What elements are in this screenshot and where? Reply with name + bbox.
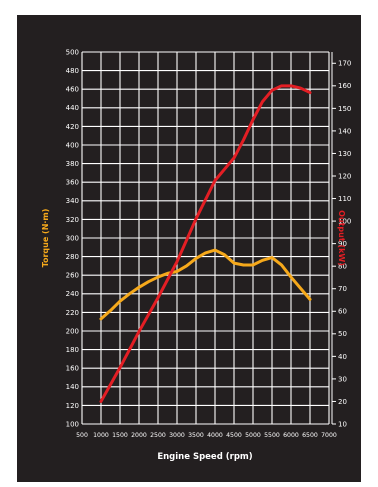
y-tick-label-left: 420: [66, 123, 79, 131]
x-tick-label: 2000: [131, 432, 147, 439]
y-axis-label-right: Output (kW): [337, 210, 346, 266]
y-tick-label-right: 150: [338, 105, 351, 113]
y-tick-label-left: 260: [66, 272, 79, 280]
y-tick-label-left: 180: [66, 346, 79, 354]
grid: [81, 51, 330, 425]
x-tick-label: 7000: [321, 432, 337, 439]
y-tick-label-right: 160: [338, 82, 351, 90]
y-tick-label-right: 90: [338, 240, 347, 248]
y-tick-label-right: 140: [338, 127, 351, 135]
y-tick-label-left: 280: [66, 253, 79, 261]
y-tick-label-right: 70: [338, 285, 347, 293]
y-tick-label-left: 340: [66, 197, 79, 205]
x-tick-label: 2500: [150, 432, 166, 439]
y-tick-label-right: 80: [338, 263, 347, 271]
y-tick-label-left: 240: [66, 290, 79, 298]
y-tick-label-left: 140: [66, 383, 79, 391]
y-tick-label-left: 300: [66, 234, 79, 242]
x-tick-label: 3000: [169, 432, 185, 439]
x-tick-label: 6500: [302, 432, 318, 439]
chart: 100 120 140 160 180 200 220 240 260 280 300 320 340 3…: [41, 48, 351, 462]
y-tick-label-right: 170: [338, 60, 351, 68]
y-tick-label-left: 500: [66, 48, 79, 56]
series-layer: [99, 84, 312, 403]
x-tick-label: 1000: [93, 432, 109, 439]
y-tick-label-right: 10: [338, 420, 347, 428]
x-tick-label: 5000: [245, 432, 261, 439]
y-tick-label-left: 100: [66, 420, 79, 428]
x-axis-ticks: 500 1000 1500 2000 2500 3000 3500 4000 4500 5000 5…: [76, 432, 337, 439]
y-tick-label-right: 40: [338, 353, 347, 361]
x-axis-label: Engine Speed (rpm): [157, 452, 252, 462]
chart-panel: 100 120 140 160 180 200 220 240 260 280 300 320 340 3…: [17, 15, 361, 482]
y-tick-label-left: 200: [66, 327, 79, 335]
y-tick-label-left: 120: [66, 402, 79, 410]
x-tick-label: 4000: [207, 432, 223, 439]
series-line-output: [99, 84, 312, 403]
y-tick-label-left: 460: [66, 86, 79, 94]
y-tick-label-right: 60: [338, 308, 347, 316]
x-tick-label: 500: [76, 432, 88, 439]
y-axis-label-left: Torque (N·m): [41, 209, 50, 268]
series-line-torque: [99, 248, 312, 321]
y-tick-label-left: 160: [66, 365, 79, 373]
x-tick-label: 1500: [112, 432, 128, 439]
y-tick-label-left: 220: [66, 309, 79, 317]
y-tick-label-right: 110: [338, 195, 351, 203]
right-axis: 10 20 30 40 50 60 70 80 90 100 110 120 130 140 150 160 1…: [331, 52, 351, 428]
y-tick-label-left: 440: [66, 104, 79, 112]
y-tick-label-right: 100: [338, 217, 351, 225]
y-tick-label-left: 320: [66, 216, 79, 224]
y-tick-label-right: 20: [338, 398, 347, 406]
y-tick-label-left: 360: [66, 179, 79, 187]
y-tick-label-left: 380: [66, 160, 79, 168]
y-tick-label-left: 400: [66, 141, 79, 149]
y-tick-label-left: 480: [66, 67, 79, 75]
x-tick-label: 4500: [226, 432, 242, 439]
x-tick-label: 3500: [188, 432, 204, 439]
y-tick-label-right: 30: [338, 375, 347, 383]
left-axis-ticks: 100 120 140 160 180 200 220 240 260 280 300 320 340 3…: [66, 48, 79, 428]
x-tick-label: 6000: [283, 432, 299, 439]
x-tick-label: 5500: [264, 432, 280, 439]
y-tick-label-right: 120: [338, 172, 351, 180]
y-tick-label-right: 130: [338, 150, 351, 158]
y-tick-label-right: 50: [338, 330, 347, 338]
